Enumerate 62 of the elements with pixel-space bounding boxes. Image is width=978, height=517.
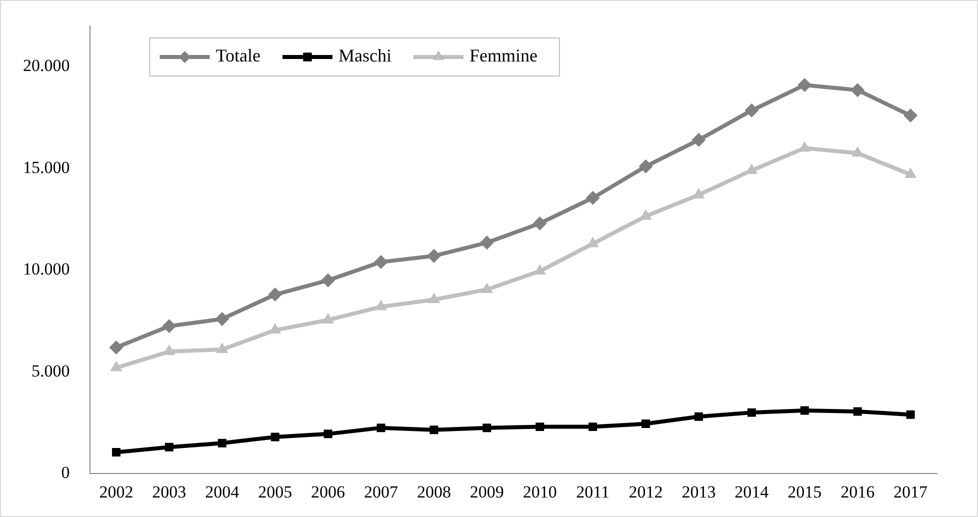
point bbox=[109, 340, 124, 354]
y-tick-label: 10.000 bbox=[23, 260, 70, 279]
x-tick-label: 2014 bbox=[734, 482, 770, 502]
point bbox=[798, 78, 812, 92]
x-tick-label: 2009 bbox=[470, 482, 504, 502]
point bbox=[482, 424, 492, 432]
point bbox=[374, 300, 388, 310]
x-tick-label: 2008 bbox=[416, 482, 451, 502]
x-tick-label: 2003 bbox=[152, 482, 186, 502]
x-tick-label: 2007 bbox=[364, 482, 398, 502]
point bbox=[904, 168, 917, 178]
point bbox=[430, 426, 438, 434]
point bbox=[270, 432, 280, 442]
point bbox=[694, 412, 703, 421]
point bbox=[853, 407, 862, 416]
point bbox=[642, 420, 650, 428]
point bbox=[638, 159, 653, 174]
point bbox=[480, 282, 493, 293]
y-tick-label: 5.000 bbox=[32, 361, 70, 380]
x-tick-label: 2010 bbox=[522, 482, 557, 502]
x-tick-label: 2004 bbox=[205, 482, 240, 502]
legend-label: Maschi bbox=[338, 46, 392, 66]
point bbox=[904, 108, 918, 123]
x-tick-label: 2006 bbox=[311, 482, 346, 502]
point bbox=[215, 312, 230, 326]
x-tick-label: 2016 bbox=[840, 482, 875, 502]
point bbox=[428, 292, 440, 304]
point bbox=[218, 438, 226, 448]
x-tick-label: 2012 bbox=[628, 482, 663, 502]
x-tick-label: 2013 bbox=[682, 482, 716, 502]
y-tick-label: 0 bbox=[61, 463, 70, 482]
point bbox=[110, 360, 122, 372]
legend-label: Totale bbox=[216, 46, 260, 66]
point bbox=[162, 319, 176, 334]
point bbox=[747, 408, 756, 417]
y-tick-label: 20.000 bbox=[23, 56, 70, 76]
point bbox=[588, 422, 598, 432]
point bbox=[426, 248, 441, 263]
point bbox=[112, 448, 120, 456]
x-tick-label: 2011 bbox=[576, 482, 610, 502]
point bbox=[324, 430, 332, 438]
point bbox=[534, 264, 546, 275]
point bbox=[374, 255, 388, 270]
point bbox=[850, 83, 865, 98]
point bbox=[906, 410, 915, 419]
legend-label: Femmine bbox=[469, 46, 538, 66]
point bbox=[268, 288, 282, 302]
x-tick-label: 2017 bbox=[894, 482, 928, 502]
point bbox=[321, 273, 336, 288]
x-tick-label: 2005 bbox=[258, 482, 292, 502]
point bbox=[532, 216, 547, 230]
y-tick-label: 15.000 bbox=[23, 158, 70, 177]
point bbox=[800, 406, 809, 415]
x-tick-label: 2002 bbox=[99, 482, 134, 502]
point bbox=[536, 422, 544, 432]
point bbox=[586, 190, 600, 205]
x-tick-label: 2015 bbox=[788, 482, 822, 502]
point bbox=[744, 103, 759, 118]
point bbox=[164, 442, 174, 452]
point bbox=[692, 132, 706, 147]
point bbox=[376, 424, 386, 432]
point bbox=[480, 236, 494, 250]
